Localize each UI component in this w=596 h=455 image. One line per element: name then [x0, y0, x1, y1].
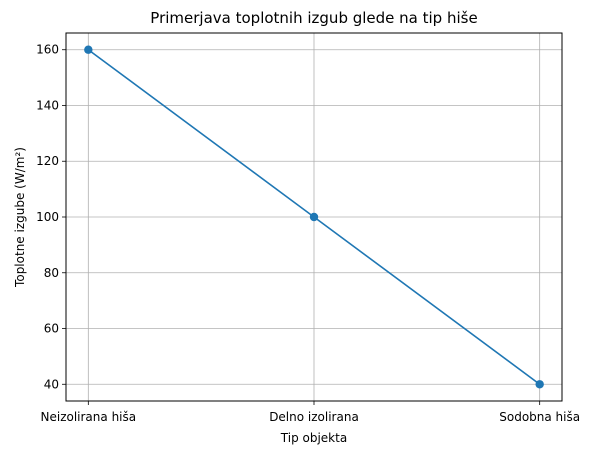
x-tick-label: Sodobna hiša	[499, 410, 580, 424]
series-markers	[84, 45, 544, 389]
y-tick-label: 80	[44, 266, 59, 280]
y-tick-label: 120	[36, 154, 59, 168]
data-point	[84, 45, 93, 54]
y-tick-label: 160	[36, 43, 59, 57]
x-tick-label: Neizolirana hiša	[41, 410, 137, 424]
x-tick-label: Delno izolirana	[269, 410, 359, 424]
y-tick-label: 100	[36, 210, 59, 224]
y-tick-label: 40	[44, 377, 59, 391]
x-axis-label: Tip objekta	[280, 431, 347, 445]
data-point	[535, 380, 544, 389]
y-tick-label: 60	[44, 322, 59, 336]
chart-title: Primerjava toplotnih izgub glede na tip …	[150, 9, 477, 27]
y-tick-label: 140	[36, 98, 59, 112]
axis-ticks: 40 60 80 100 120 140 160 Neizolirana hiša Delno …	[36, 43, 580, 424]
y-axis-label: Toplotne izgube (W/m²)	[13, 147, 27, 288]
data-point	[309, 212, 319, 222]
